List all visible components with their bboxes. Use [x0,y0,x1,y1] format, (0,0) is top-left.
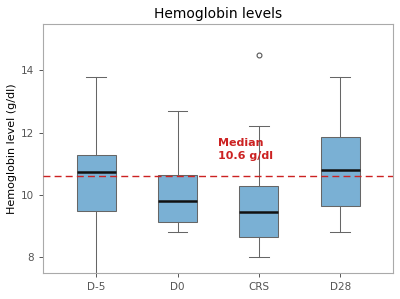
PathPatch shape [239,186,278,237]
Y-axis label: Hemoglobin level (g/dl): Hemoglobin level (g/dl) [7,83,17,213]
PathPatch shape [321,137,360,206]
Text: Median
10.6 g/dl: Median 10.6 g/dl [218,138,273,161]
PathPatch shape [77,155,116,211]
PathPatch shape [158,175,197,222]
Title: Hemoglobin levels: Hemoglobin levels [154,7,282,21]
